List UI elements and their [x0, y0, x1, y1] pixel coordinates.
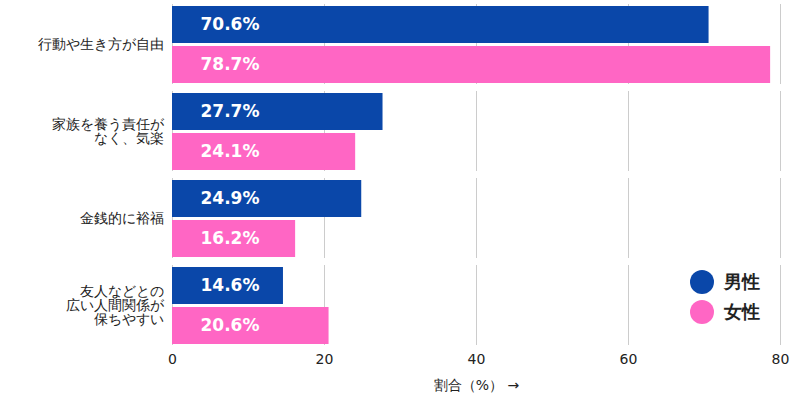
svg-text:行動や生き方が自由: 行動や生き方が自由: [38, 36, 164, 52]
svg-text:60: 60: [620, 351, 638, 367]
svg-text:70.6%: 70.6%: [201, 14, 260, 34]
svg-text:24.1%: 24.1%: [201, 141, 260, 161]
svg-text:0: 0: [168, 351, 177, 367]
svg-text:金銭的に裕福: 金銭的に裕福: [80, 210, 164, 226]
svg-text:友人などとの広い人間関係が保ちやすい: 友人などとの広い人間関係が保ちやすい: [66, 283, 165, 327]
svg-text:16.2%: 16.2%: [201, 228, 260, 248]
svg-text:40: 40: [468, 351, 486, 367]
svg-text:割合（%） →: 割合（%） →: [434, 377, 520, 393]
html-text:女性: 女性: [724, 301, 760, 322]
svg-text:20: 20: [316, 351, 334, 367]
svg-text:20.6%: 20.6%: [201, 315, 260, 335]
svg-text:24.9%: 24.9%: [201, 188, 260, 208]
svg-text:27.7%: 27.7%: [201, 101, 260, 121]
svg-text:80: 80: [772, 351, 790, 367]
svg-text:78.7%: 78.7%: [201, 54, 260, 74]
html-text:男性: 男性: [724, 271, 760, 292]
svg-text:14.6%: 14.6%: [201, 275, 260, 295]
svg-text:家族を養う責任がなく、気楽: 家族を養う責任がなく、気楽: [52, 116, 165, 146]
